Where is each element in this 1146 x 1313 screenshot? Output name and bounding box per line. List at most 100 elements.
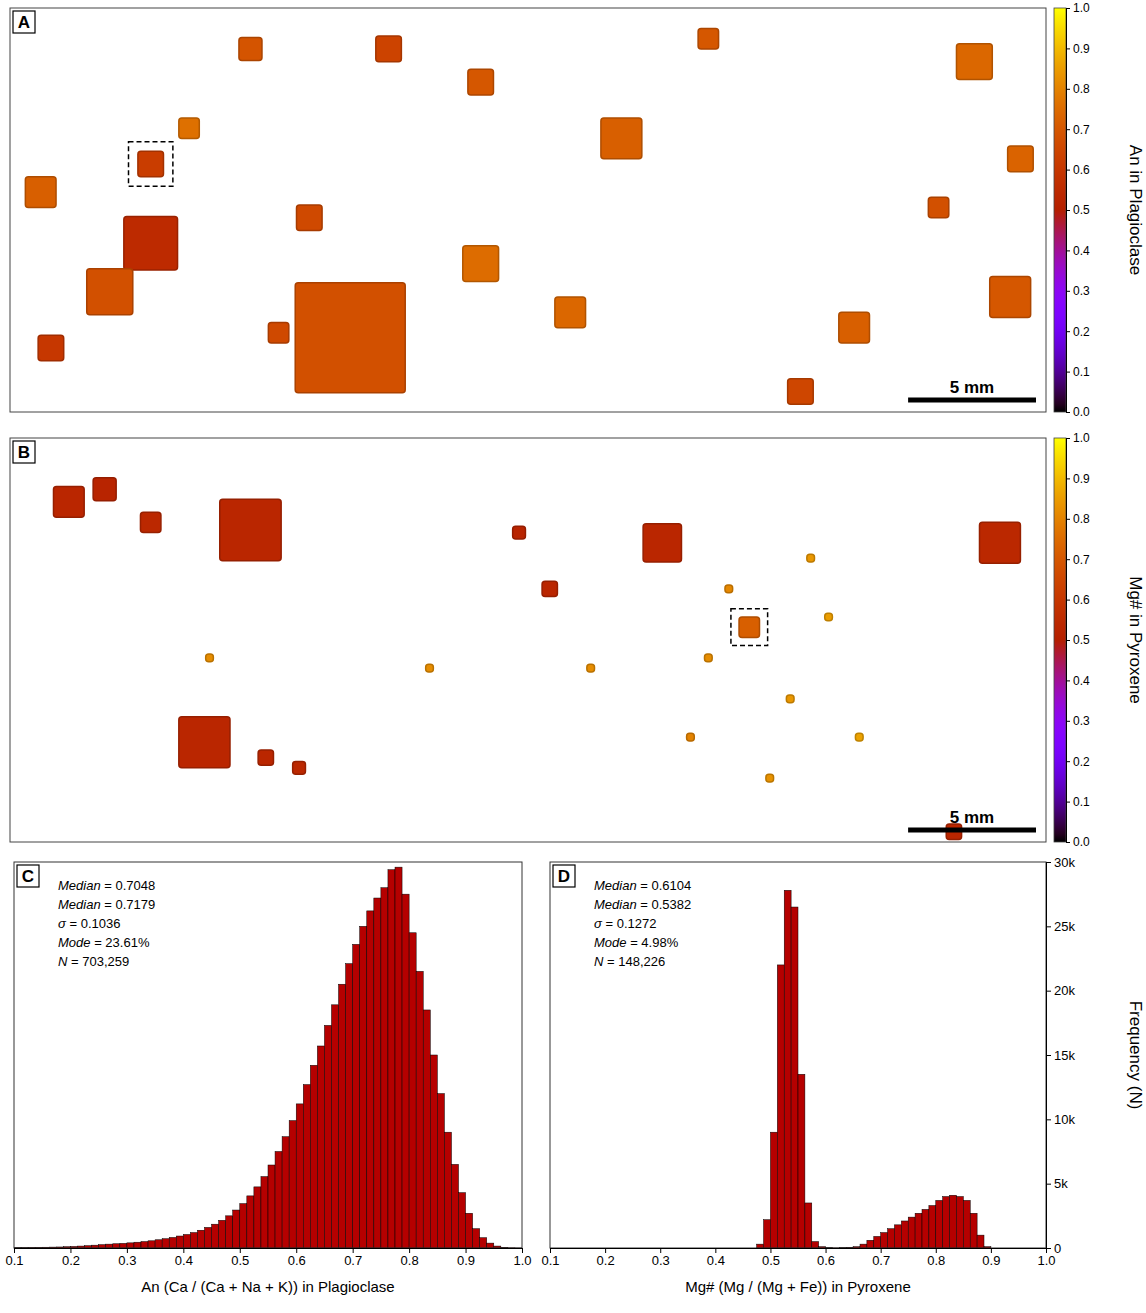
tick: 1.0 (1066, 1, 1090, 15)
bar (929, 1206, 936, 1248)
tick-label: 0.6 (288, 1253, 306, 1268)
grain (179, 717, 230, 768)
map-area (53, 478, 1020, 840)
panel-label-box (17, 865, 39, 887)
tick: 0.5 (762, 1248, 780, 1268)
tick-mark (1066, 842, 1070, 843)
tick-mark (1066, 170, 1070, 171)
tick-label: 0.8 (401, 1253, 419, 1268)
colorbar-title: Mg# in Pyroxene (1126, 576, 1145, 704)
tick-label: 0.3 (1073, 714, 1090, 728)
tick-mark (1066, 291, 1070, 292)
bar (901, 1221, 908, 1248)
tick: 0.8 (1066, 82, 1090, 96)
tick-label: 0.8 (1073, 82, 1090, 96)
tick-label: 0.4 (1073, 244, 1090, 258)
grain (206, 654, 214, 662)
tick: 0.2 (62, 1248, 80, 1268)
tick-label: 0.5 (231, 1253, 249, 1268)
grain (426, 664, 434, 672)
annotation: N = 148,226 (594, 954, 665, 969)
tick-mark (1066, 519, 1070, 520)
tick-label: 0.1 (1073, 795, 1090, 809)
axis-line (1067, 9, 1071, 413)
tick-mark (1066, 48, 1070, 49)
bar (120, 1243, 127, 1248)
x-axis: 0.10.20.30.40.50.60.70.80.91.0 (5, 1248, 531, 1268)
tick-mark (1066, 250, 1070, 251)
panel-label: C (22, 867, 34, 886)
grain (956, 44, 992, 80)
tick-label: 0.7 (1073, 123, 1090, 137)
tick: 0.9 (1066, 42, 1090, 56)
tick-label: 0.9 (1073, 42, 1090, 56)
axis-line (1067, 439, 1071, 843)
bar (346, 964, 353, 1248)
bar (977, 1235, 984, 1248)
bar (233, 1210, 240, 1248)
grain (463, 246, 499, 282)
tick: 1.0 (1066, 431, 1090, 445)
tick-label: 0.2 (1073, 325, 1090, 339)
bar (416, 971, 423, 1248)
tick-label: 0.0 (1073, 405, 1090, 419)
grain (138, 151, 164, 177)
tick: 0.2 (1066, 325, 1090, 339)
grain (705, 654, 713, 662)
grain (220, 499, 281, 560)
grain (839, 312, 870, 343)
tick: 0.0 (1066, 405, 1090, 419)
map-frame (10, 8, 1046, 412)
tick: 25k (1046, 919, 1075, 934)
tick-mark (1066, 8, 1070, 9)
tick-label: 15k (1054, 1048, 1075, 1063)
bar (205, 1227, 212, 1248)
grain (807, 554, 815, 562)
grain (555, 297, 586, 328)
grain (766, 774, 774, 782)
tick-label: 1.0 (1073, 1, 1090, 15)
tick-mark (1046, 862, 1051, 863)
tick: 0.1 (1066, 365, 1090, 379)
grain (53, 487, 84, 518)
bar (791, 907, 798, 1248)
bar (805, 1203, 812, 1248)
plot-frame (550, 862, 1046, 1248)
bar (487, 1243, 494, 1248)
tick-mark (1046, 1248, 1051, 1249)
grain (928, 197, 948, 217)
tick-label: 0.9 (1073, 472, 1090, 486)
scale-bar (908, 398, 1036, 403)
bar (430, 1055, 437, 1248)
tick: 0.4 (707, 1248, 725, 1268)
tick: 0.7 (1066, 123, 1090, 137)
tick-mark (1066, 680, 1070, 681)
panel-label-box (553, 865, 575, 887)
grain (725, 585, 733, 593)
grain (1008, 146, 1034, 172)
axis-line (15, 1248, 523, 1249)
bar (459, 1193, 466, 1248)
tick-label: 0.6 (1073, 163, 1090, 177)
tick-label: 0 (1054, 1241, 1061, 1256)
tick: 0.4 (175, 1248, 193, 1268)
bar (757, 1244, 764, 1248)
tick: 0.6 (288, 1248, 306, 1268)
grain (295, 283, 405, 393)
bar (798, 1074, 805, 1248)
bar (956, 1197, 963, 1248)
bar (289, 1121, 296, 1248)
y-axis-title: Frequency (N) (1126, 1001, 1145, 1110)
grain (468, 69, 494, 95)
annotation: Median = 0.7048 (58, 878, 155, 893)
tick: 0.9 (982, 1248, 1000, 1268)
tick: 0.4 (1066, 674, 1090, 688)
grain (124, 216, 178, 270)
tick: 0.5 (231, 1248, 249, 1268)
grain (179, 118, 199, 138)
annotation: Mode = 4.98% (594, 935, 679, 950)
tick: 0.3 (1066, 284, 1090, 298)
grain (687, 733, 695, 741)
map-frame (10, 438, 1046, 842)
tick: 0 (1046, 1241, 1061, 1256)
